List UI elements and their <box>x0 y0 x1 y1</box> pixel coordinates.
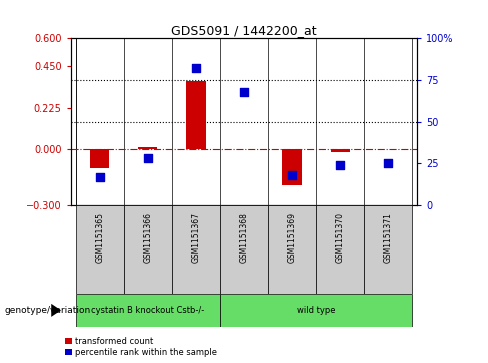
Text: GSM1151371: GSM1151371 <box>384 212 393 263</box>
Bar <box>234 149 254 150</box>
Title: GDS5091 / 1442200_at: GDS5091 / 1442200_at <box>171 24 317 37</box>
Bar <box>283 150 302 185</box>
Text: GSM1151365: GSM1151365 <box>95 212 104 263</box>
Bar <box>123 205 172 294</box>
Point <box>288 172 296 178</box>
Text: GSM1151368: GSM1151368 <box>240 212 248 263</box>
Bar <box>138 147 158 150</box>
Bar <box>316 205 365 294</box>
Legend: transformed count, percentile rank within the sample: transformed count, percentile rank withi… <box>65 337 217 357</box>
Text: GSM1151366: GSM1151366 <box>143 212 152 263</box>
Bar <box>172 205 220 294</box>
Text: GSM1151369: GSM1151369 <box>287 212 297 263</box>
Point <box>96 174 103 180</box>
Point <box>192 65 200 71</box>
Text: cystatin B knockout Cstb-/-: cystatin B knockout Cstb-/- <box>91 306 204 315</box>
Point <box>385 160 392 166</box>
Bar <box>379 149 398 150</box>
Bar <box>90 150 109 168</box>
Bar <box>76 294 220 327</box>
Bar <box>220 294 412 327</box>
Bar <box>365 205 412 294</box>
Bar <box>186 81 205 150</box>
Point <box>144 155 152 161</box>
Text: wild type: wild type <box>297 306 335 315</box>
Point <box>240 89 248 94</box>
Text: GSM1151367: GSM1151367 <box>191 212 201 263</box>
Polygon shape <box>51 304 61 317</box>
Bar <box>220 205 268 294</box>
Point <box>336 162 344 168</box>
Text: GSM1151370: GSM1151370 <box>336 212 345 263</box>
Bar <box>331 150 350 152</box>
Text: genotype/variation: genotype/variation <box>5 306 91 315</box>
Bar <box>76 205 123 294</box>
Bar <box>268 205 316 294</box>
